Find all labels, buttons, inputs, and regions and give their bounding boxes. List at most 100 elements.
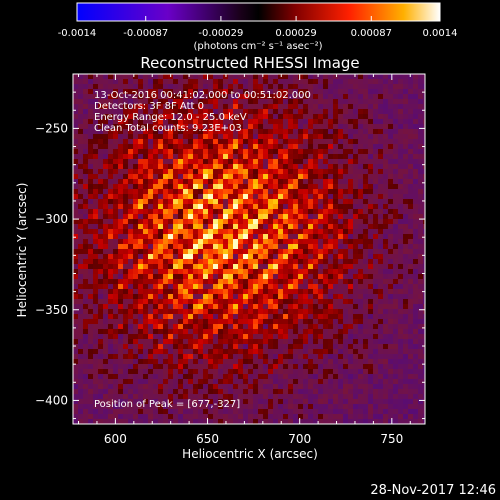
heatmap-cell (273, 269, 279, 275)
heatmap-cell (158, 414, 164, 420)
heatmap-cell (273, 279, 279, 285)
heatmap-cell (143, 199, 149, 205)
heatmap-cell (348, 329, 354, 335)
heatmap-cell (298, 289, 304, 295)
heatmap-cell (78, 264, 84, 270)
heatmap-cell (183, 374, 189, 380)
heatmap-cell (128, 199, 134, 205)
heatmap-cell (313, 404, 319, 410)
heatmap-cell (143, 399, 149, 405)
heatmap-cell (83, 204, 89, 210)
heatmap-cell (378, 404, 384, 410)
heatmap-cell (223, 244, 229, 250)
heatmap-cell (298, 404, 304, 410)
heatmap-cell (243, 364, 249, 370)
heatmap-cell (343, 319, 349, 325)
heatmap-cell (408, 224, 414, 230)
heatmap-cell (408, 104, 414, 110)
heatmap-cell (238, 74, 244, 80)
heatmap-cell (243, 339, 249, 345)
heatmap-cell (208, 294, 214, 300)
heatmap-cell (353, 169, 359, 175)
heatmap-cell (268, 169, 274, 175)
heatmap-cell (193, 209, 199, 215)
heatmap-cell (283, 354, 289, 360)
heatmap-cell (113, 389, 119, 395)
heatmap-cell (143, 169, 149, 175)
heatmap-cell (168, 224, 174, 230)
heatmap-cell (223, 404, 229, 410)
heatmap-cell (303, 154, 309, 160)
heatmap-cell (188, 229, 194, 235)
heatmap-cell (308, 219, 314, 225)
heatmap-cell (258, 184, 264, 190)
heatmap-cell (328, 394, 334, 400)
heatmap-cell (228, 164, 234, 170)
heatmap-cell (133, 209, 139, 215)
heatmap-cell (278, 139, 284, 145)
heatmap-cell (333, 79, 339, 85)
heatmap-cell (378, 259, 384, 265)
heatmap-cell (228, 109, 234, 115)
heatmap-cell (178, 284, 184, 290)
heatmap-cell (383, 239, 389, 245)
heatmap-cell (398, 244, 404, 250)
heatmap-cell (268, 144, 274, 150)
heatmap-cell (398, 259, 404, 265)
heatmap-cell (308, 354, 314, 360)
heatmap-cell (73, 354, 79, 360)
heatmap-cell (303, 414, 309, 420)
heatmap-cell (303, 129, 309, 135)
heatmap-cell (93, 249, 99, 255)
heatmap-cell (323, 289, 329, 295)
heatmap-cell (233, 149, 239, 155)
heatmap-cell (243, 419, 249, 424)
heatmap-cell (293, 374, 299, 380)
heatmap-cell (363, 284, 369, 290)
heatmap-cell (268, 274, 274, 280)
heatmap-cell (183, 299, 189, 305)
heatmap-cell (148, 119, 154, 125)
heatmap-cell (413, 154, 419, 160)
heatmap-cell (153, 404, 159, 410)
heatmap-cell (278, 304, 284, 310)
heatmap-cell (183, 79, 189, 85)
heatmap-cell (328, 154, 334, 160)
heatmap-cell (298, 169, 304, 175)
heatmap-cell (298, 174, 304, 180)
heatmap-cell (198, 339, 204, 345)
heatmap-cell (173, 364, 179, 370)
heatmap-cell (173, 79, 179, 85)
heatmap-cell (238, 174, 244, 180)
heatmap-cell (243, 214, 249, 220)
heatmap-cell (353, 144, 359, 150)
heatmap-cell (383, 279, 389, 285)
heatmap-cell (303, 204, 309, 210)
heatmap-cell (318, 249, 324, 255)
heatmap-cell (138, 234, 144, 240)
heatmap-cell (343, 329, 349, 335)
heatmap-cell (338, 104, 344, 110)
heatmap-cell (323, 159, 329, 165)
heatmap-cell (138, 144, 144, 150)
heatmap-cell (168, 284, 174, 290)
heatmap-cell (93, 89, 99, 95)
heatmap-cell (228, 254, 234, 260)
heatmap-cell (188, 344, 194, 350)
heatmap-cell (273, 164, 279, 170)
heatmap-cell (218, 239, 224, 245)
heatmap-cell (93, 74, 99, 80)
heatmap-cell (363, 109, 369, 115)
heatmap-cell (303, 144, 309, 150)
heatmap-cell (178, 134, 184, 140)
heatmap-cell (73, 274, 79, 280)
heatmap-cell (198, 409, 204, 415)
heatmap-cell (163, 359, 169, 365)
heatmap-cell (118, 74, 124, 80)
heatmap-cell (108, 224, 114, 230)
heatmap-cell (413, 284, 419, 290)
heatmap-cell (418, 129, 424, 135)
heatmap-cell (228, 329, 234, 335)
heatmap-cell (213, 169, 219, 175)
heatmap-cell (168, 354, 174, 360)
